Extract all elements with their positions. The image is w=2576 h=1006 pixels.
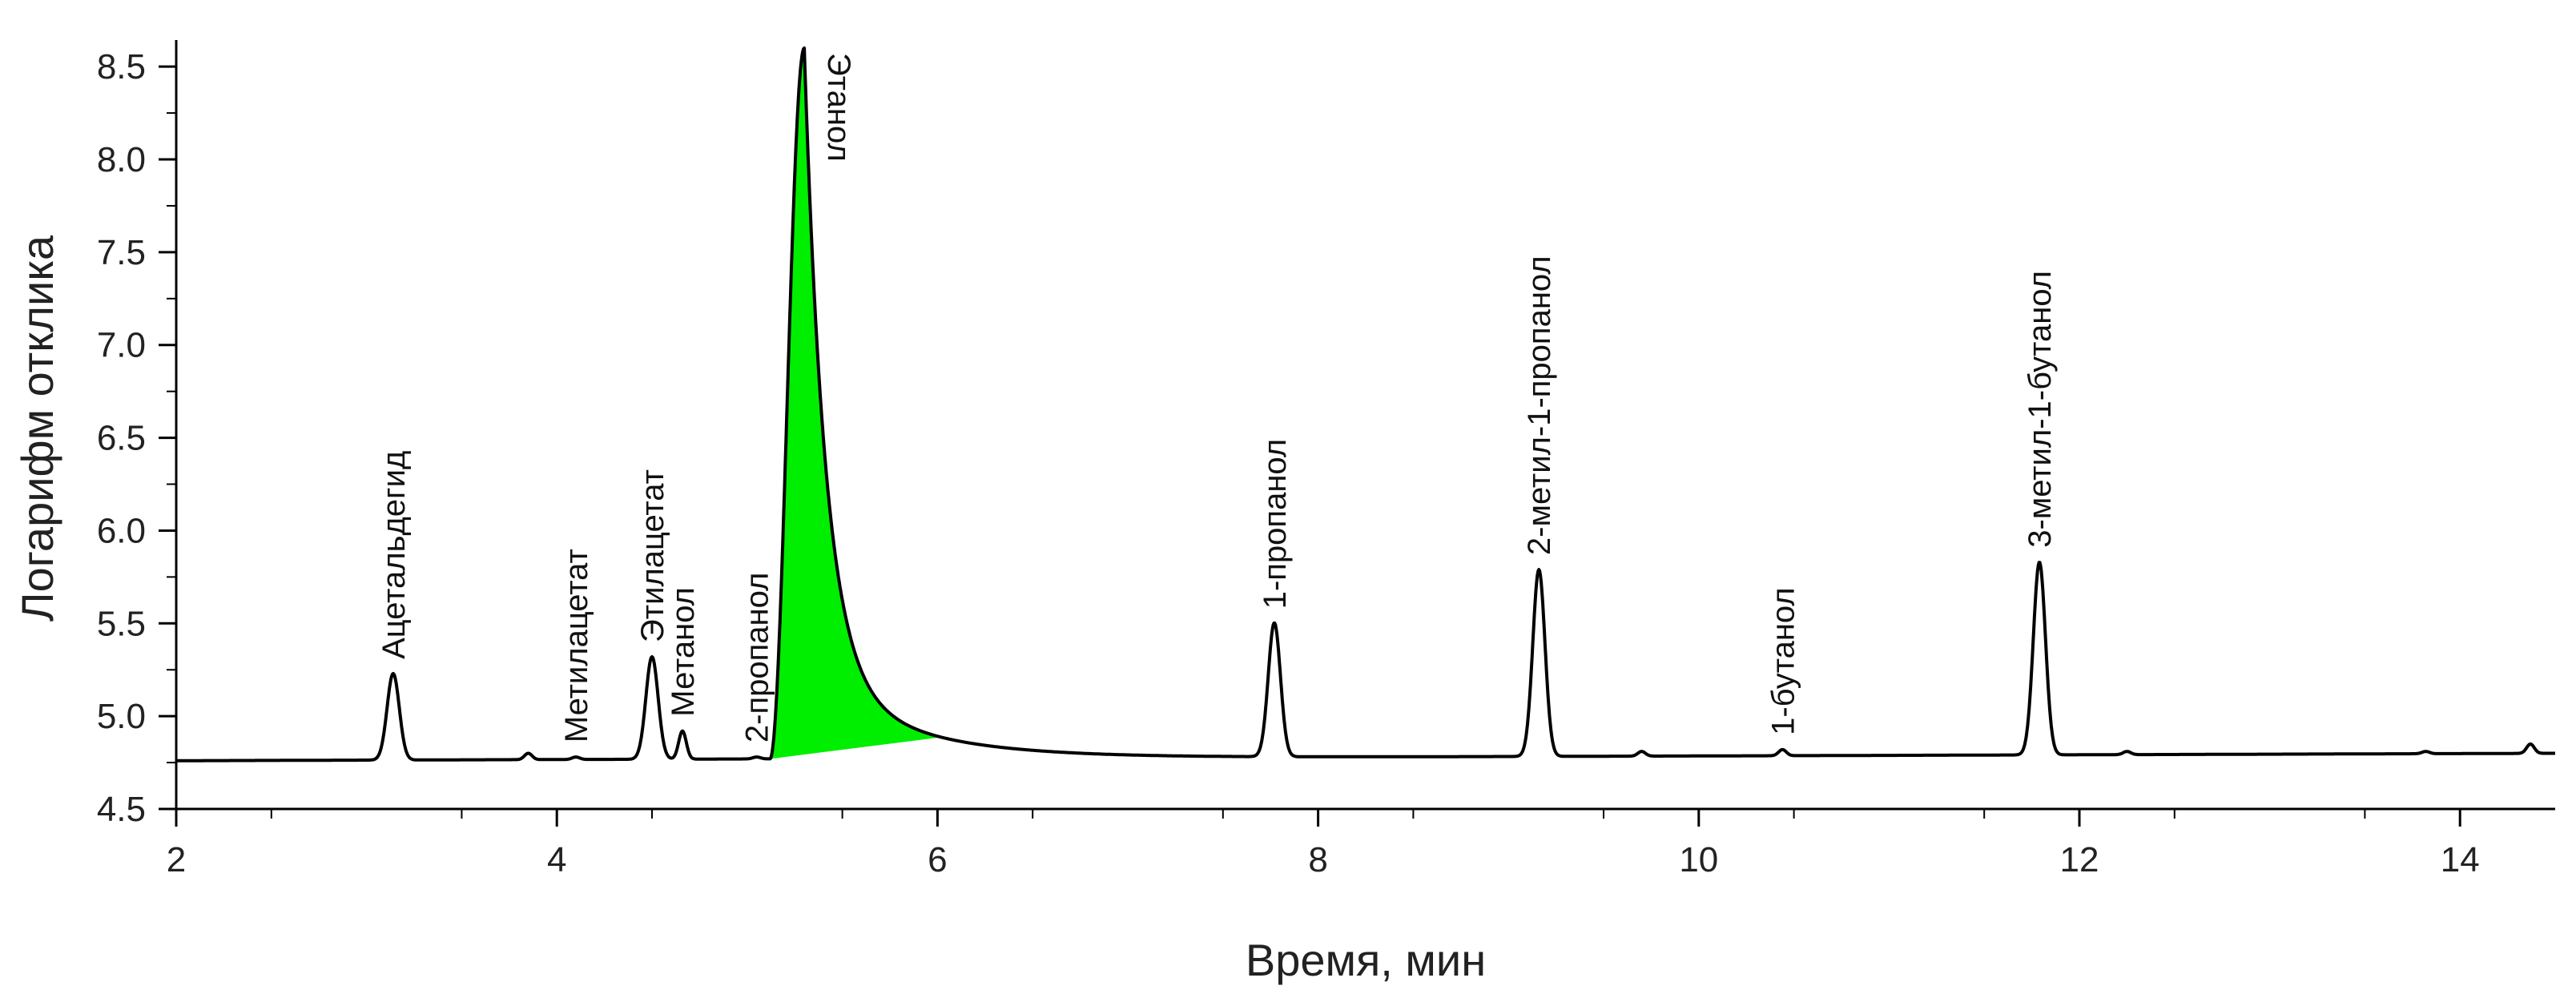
plot-area: [175, 46, 2556, 763]
x-tick-label: 14: [2441, 840, 2480, 879]
x-tick-label: 12: [2060, 840, 2099, 879]
peak-label: Ацетальдегид: [376, 451, 412, 659]
peak-label: Метанол: [666, 587, 701, 717]
axis-ticks: 2 4 6 8 10 12 14 4.5 5.0 5.5 6.0 6.5 7.0 7.5 8.0 8.5: [97, 47, 2480, 879]
x-tick-label: 6: [928, 840, 947, 879]
peak-label: 2-метил-1-пропанол: [1522, 256, 1557, 555]
y-tick-label: 7.0: [97, 326, 146, 365]
y-tick-label: 8.5: [97, 47, 146, 87]
x-axis-title: Время, мин: [1246, 935, 1486, 985]
y-tick-label: 8.0: [97, 140, 146, 179]
y-axis-title: Логарифм отклика: [12, 235, 62, 622]
y-tick-label: 7.5: [97, 233, 146, 272]
peak-label: Этилацетат: [635, 469, 670, 642]
x-tick-label: 10: [1679, 840, 1718, 879]
peak-label: 2-пропанол: [740, 573, 775, 742]
y-tick-label: 5.5: [97, 604, 146, 643]
y-tick-label: 4.5: [97, 790, 146, 829]
axes: [175, 40, 2555, 811]
y-tick-label: 6.0: [97, 511, 146, 550]
peak-label: 3-метил-1-бутанол: [2023, 271, 2058, 548]
peak-label-ethanol: Этанол: [821, 53, 856, 162]
peak-label: Метилацетат: [559, 549, 594, 742]
chromatogram-trace: [175, 46, 2556, 763]
x-tick-label: 8: [1308, 840, 1327, 879]
peak-labels: Ацетальдегид Метилацетат ЭтилацетатМетанол…: [376, 53, 2058, 742]
x-tick-label: 2: [167, 840, 186, 879]
peak-label: 1-пропанол: [1258, 439, 1293, 609]
peak-label: 1-бутанол: [1765, 587, 1801, 735]
x-tick-label: 4: [547, 840, 566, 879]
ethanol-peak-area: [770, 48, 942, 759]
y-tick-label: 5.0: [97, 697, 146, 736]
y-tick-label: 6.5: [97, 419, 146, 458]
